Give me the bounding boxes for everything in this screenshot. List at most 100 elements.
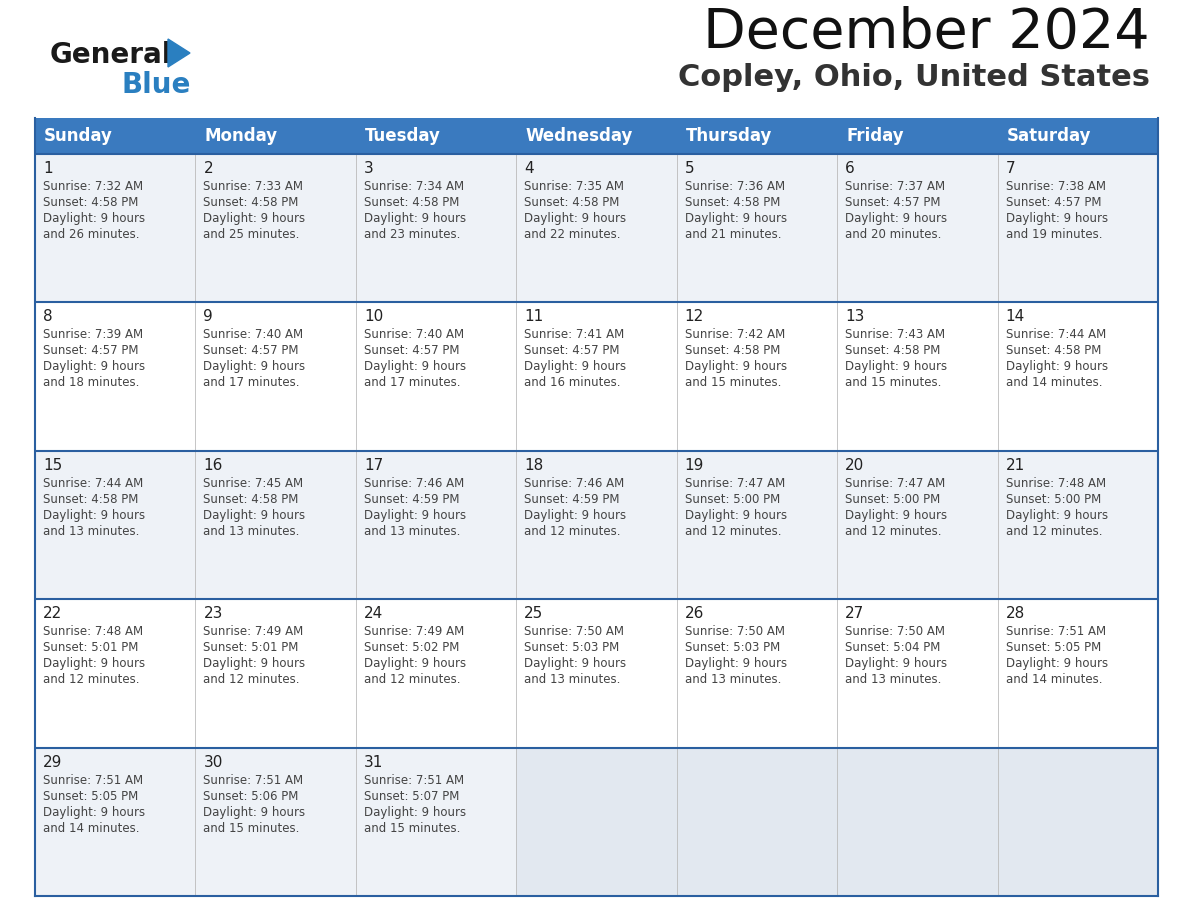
Text: and 13 minutes.: and 13 minutes. <box>43 525 139 538</box>
Text: Sunrise: 7:51 AM: Sunrise: 7:51 AM <box>43 774 143 787</box>
Text: Sunset: 5:00 PM: Sunset: 5:00 PM <box>845 493 941 506</box>
Text: and 12 minutes.: and 12 minutes. <box>203 673 299 686</box>
Text: Sunrise: 7:45 AM: Sunrise: 7:45 AM <box>203 476 304 490</box>
Text: Daylight: 9 hours: Daylight: 9 hours <box>43 509 145 521</box>
Text: Sunset: 5:05 PM: Sunset: 5:05 PM <box>1005 641 1101 655</box>
Text: and 17 minutes.: and 17 minutes. <box>203 376 299 389</box>
Text: Sunset: 4:57 PM: Sunset: 4:57 PM <box>845 196 941 209</box>
Text: Sunrise: 7:46 AM: Sunrise: 7:46 AM <box>364 476 465 490</box>
Text: Sunrise: 7:32 AM: Sunrise: 7:32 AM <box>43 180 143 193</box>
Text: 11: 11 <box>524 309 544 324</box>
Text: Thursday: Thursday <box>685 127 772 145</box>
Bar <box>677 747 838 896</box>
Text: Sunrise: 7:46 AM: Sunrise: 7:46 AM <box>524 476 625 490</box>
Text: Sunset: 4:58 PM: Sunset: 4:58 PM <box>43 493 138 506</box>
Text: Daylight: 9 hours: Daylight: 9 hours <box>203 509 305 521</box>
Text: December 2024: December 2024 <box>703 6 1150 60</box>
Text: 29: 29 <box>43 755 63 769</box>
Text: and 25 minutes.: and 25 minutes. <box>203 228 299 241</box>
Text: and 12 minutes.: and 12 minutes. <box>524 525 621 538</box>
Text: and 21 minutes.: and 21 minutes. <box>684 228 782 241</box>
Text: Sunset: 4:57 PM: Sunset: 4:57 PM <box>43 344 139 357</box>
Text: Sunset: 4:57 PM: Sunset: 4:57 PM <box>1005 196 1101 209</box>
Text: Daylight: 9 hours: Daylight: 9 hours <box>524 657 626 670</box>
Text: Daylight: 9 hours: Daylight: 9 hours <box>1005 509 1107 521</box>
Text: Daylight: 9 hours: Daylight: 9 hours <box>684 361 786 374</box>
Text: Sunset: 4:59 PM: Sunset: 4:59 PM <box>364 493 460 506</box>
Text: Daylight: 9 hours: Daylight: 9 hours <box>684 509 786 521</box>
Text: Sunrise: 7:35 AM: Sunrise: 7:35 AM <box>524 180 624 193</box>
Text: 4: 4 <box>524 161 533 176</box>
Text: Daylight: 9 hours: Daylight: 9 hours <box>845 361 947 374</box>
Text: Sunrise: 7:42 AM: Sunrise: 7:42 AM <box>684 329 785 341</box>
Text: and 14 minutes.: and 14 minutes. <box>1005 376 1102 389</box>
Text: Daylight: 9 hours: Daylight: 9 hours <box>203 361 305 374</box>
Text: 2: 2 <box>203 161 213 176</box>
Text: and 12 minutes.: and 12 minutes. <box>43 673 139 686</box>
Text: and 20 minutes.: and 20 minutes. <box>845 228 942 241</box>
Text: 21: 21 <box>1005 458 1025 473</box>
Bar <box>838 747 998 896</box>
Text: Daylight: 9 hours: Daylight: 9 hours <box>524 509 626 521</box>
Text: Daylight: 9 hours: Daylight: 9 hours <box>364 509 466 521</box>
Text: Sunset: 5:03 PM: Sunset: 5:03 PM <box>684 641 781 655</box>
Text: 8: 8 <box>43 309 52 324</box>
Text: Sunday: Sunday <box>44 127 113 145</box>
Text: Daylight: 9 hours: Daylight: 9 hours <box>845 212 947 225</box>
Text: Sunset: 5:04 PM: Sunset: 5:04 PM <box>845 641 941 655</box>
Text: Monday: Monday <box>204 127 278 145</box>
Text: Sunrise: 7:49 AM: Sunrise: 7:49 AM <box>364 625 465 638</box>
Text: Daylight: 9 hours: Daylight: 9 hours <box>43 361 145 374</box>
Text: 19: 19 <box>684 458 704 473</box>
Text: Daylight: 9 hours: Daylight: 9 hours <box>845 657 947 670</box>
Text: Sunset: 4:57 PM: Sunset: 4:57 PM <box>524 344 620 357</box>
Text: Sunrise: 7:51 AM: Sunrise: 7:51 AM <box>364 774 465 787</box>
Text: Sunset: 4:58 PM: Sunset: 4:58 PM <box>684 344 781 357</box>
Text: Sunset: 4:58 PM: Sunset: 4:58 PM <box>203 196 299 209</box>
Text: Daylight: 9 hours: Daylight: 9 hours <box>364 212 466 225</box>
Text: 27: 27 <box>845 606 865 621</box>
Text: and 13 minutes.: and 13 minutes. <box>203 525 299 538</box>
Text: and 16 minutes.: and 16 minutes. <box>524 376 621 389</box>
Text: Daylight: 9 hours: Daylight: 9 hours <box>364 361 466 374</box>
Text: 17: 17 <box>364 458 383 473</box>
Text: 6: 6 <box>845 161 855 176</box>
Text: and 12 minutes.: and 12 minutes. <box>1005 525 1102 538</box>
Text: Sunset: 5:02 PM: Sunset: 5:02 PM <box>364 641 460 655</box>
Text: Sunrise: 7:47 AM: Sunrise: 7:47 AM <box>684 476 785 490</box>
Text: Sunset: 4:58 PM: Sunset: 4:58 PM <box>684 196 781 209</box>
Text: 1: 1 <box>43 161 52 176</box>
Text: Sunset: 4:58 PM: Sunset: 4:58 PM <box>524 196 620 209</box>
Text: 13: 13 <box>845 309 865 324</box>
Text: and 12 minutes.: and 12 minutes. <box>364 673 461 686</box>
Text: Daylight: 9 hours: Daylight: 9 hours <box>203 657 305 670</box>
Text: Friday: Friday <box>846 127 904 145</box>
Text: Daylight: 9 hours: Daylight: 9 hours <box>43 657 145 670</box>
Text: Sunset: 5:03 PM: Sunset: 5:03 PM <box>524 641 619 655</box>
Text: 12: 12 <box>684 309 704 324</box>
Bar <box>517 747 677 896</box>
Text: and 12 minutes.: and 12 minutes. <box>845 525 942 538</box>
Text: General: General <box>50 41 172 69</box>
Text: Sunset: 5:07 PM: Sunset: 5:07 PM <box>364 789 460 802</box>
Text: Daylight: 9 hours: Daylight: 9 hours <box>1005 212 1107 225</box>
Text: and 22 minutes.: and 22 minutes. <box>524 228 621 241</box>
Text: Sunrise: 7:36 AM: Sunrise: 7:36 AM <box>684 180 785 193</box>
Text: Blue: Blue <box>122 71 191 99</box>
Text: and 23 minutes.: and 23 minutes. <box>364 228 460 241</box>
Text: Sunset: 4:58 PM: Sunset: 4:58 PM <box>1005 344 1101 357</box>
Text: Daylight: 9 hours: Daylight: 9 hours <box>203 806 305 819</box>
Text: Sunrise: 7:48 AM: Sunrise: 7:48 AM <box>43 625 143 638</box>
Text: 20: 20 <box>845 458 865 473</box>
Text: Daylight: 9 hours: Daylight: 9 hours <box>524 361 626 374</box>
Text: and 18 minutes.: and 18 minutes. <box>43 376 139 389</box>
Text: Sunrise: 7:34 AM: Sunrise: 7:34 AM <box>364 180 465 193</box>
Text: Daylight: 9 hours: Daylight: 9 hours <box>845 509 947 521</box>
Text: Tuesday: Tuesday <box>365 127 441 145</box>
Text: and 15 minutes.: and 15 minutes. <box>203 822 299 834</box>
Text: 9: 9 <box>203 309 213 324</box>
Text: Sunset: 5:00 PM: Sunset: 5:00 PM <box>684 493 781 506</box>
Bar <box>34 302 1158 451</box>
Text: Sunrise: 7:44 AM: Sunrise: 7:44 AM <box>1005 329 1106 341</box>
Text: and 15 minutes.: and 15 minutes. <box>684 376 781 389</box>
